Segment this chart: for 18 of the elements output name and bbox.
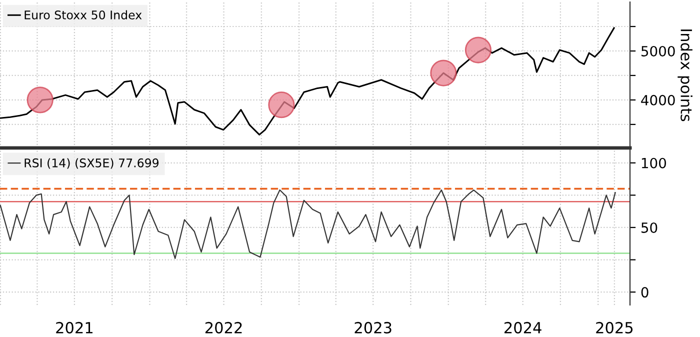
legend-label: Euro Stoxx 50 Index [24, 10, 142, 20]
y-tick-label: 5000 [641, 46, 675, 56]
y-tick-label: 4000 [641, 94, 675, 106]
x-tick-label: 2021 [56, 322, 92, 334]
point [464, 36, 492, 64]
x-tick-label: 2023 [354, 322, 392, 334]
point [26, 86, 54, 114]
x-tick-label: 2022 [205, 322, 242, 334]
x-tick-label: 2024 [504, 322, 542, 334]
x-tick-label: 2025 [596, 322, 633, 334]
point [268, 92, 295, 118]
legend-label: RSI (14) (SX5E) 77.699 [24, 158, 159, 169]
line-series [0, 189, 616, 260]
y-tick-label: 0 [641, 287, 648, 298]
point [430, 60, 457, 86]
y-tick-label: 50 [641, 222, 658, 233]
y-axis-title: Index points [678, 30, 692, 122]
y-tick-label: 100 [642, 158, 666, 168]
